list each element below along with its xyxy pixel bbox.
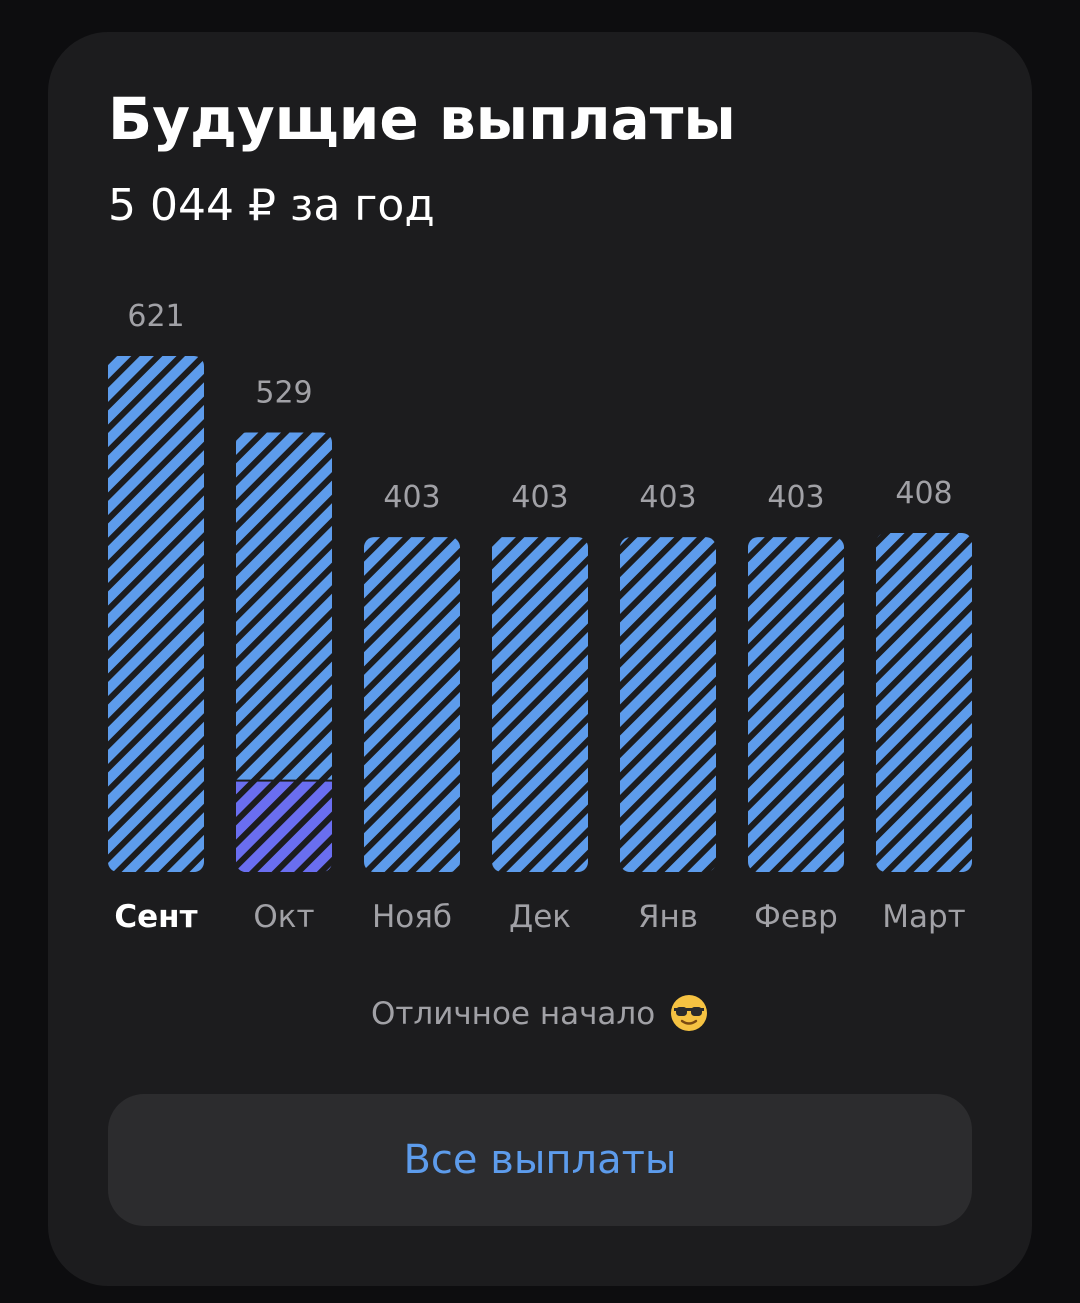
sunglasses-emoji-icon xyxy=(671,994,708,1031)
value-label: 408 xyxy=(895,476,952,511)
future-payments-card: Будущие выплаты 5 044 ₽ за год 621 Сент 52… xyxy=(48,32,1032,1286)
bar-segment-divider xyxy=(236,779,332,782)
bar-Сент[interactable] xyxy=(108,356,204,872)
footnote: Отличное начало xyxy=(48,994,1032,1034)
month-label[interactable]: Март xyxy=(882,899,965,935)
month-label[interactable]: Нояб xyxy=(372,899,452,935)
bar-Март[interactable] xyxy=(876,532,972,872)
value-label: 403 xyxy=(511,480,568,515)
month-label[interactable]: Февр xyxy=(754,899,838,935)
bar-Нояб[interactable] xyxy=(364,537,460,872)
month-label[interactable]: Янв xyxy=(638,899,698,935)
month-label[interactable]: Дек xyxy=(509,899,571,935)
bar-Февр[interactable] xyxy=(748,537,844,872)
bar-Янв[interactable] xyxy=(620,537,716,872)
payments-bar-chart: 621 Сент 529 Окт 403 Нояб 403 Дек 403 Янв 403 Февр 4… xyxy=(108,299,972,935)
bar-Дек[interactable] xyxy=(492,537,588,872)
footnote-text: Отличное начало xyxy=(370,996,656,1032)
month-label[interactable]: Сент xyxy=(114,899,197,935)
value-label: 621 xyxy=(127,299,184,334)
card-title: Будущие выплаты xyxy=(108,85,736,153)
bar-Окт[interactable] xyxy=(236,432,332,872)
value-label: 529 xyxy=(255,375,312,410)
value-label: 403 xyxy=(639,480,696,515)
all-payments-button-label: Все выплаты xyxy=(403,1137,677,1183)
month-label[interactable]: Окт xyxy=(253,899,314,935)
all-payments-button[interactable]: Все выплаты xyxy=(108,1094,972,1226)
bar-segment-Окт xyxy=(236,780,332,872)
yearly-total: 5 044 ₽ за год xyxy=(108,180,435,231)
value-label: 403 xyxy=(383,480,440,515)
value-label: 403 xyxy=(767,480,824,515)
